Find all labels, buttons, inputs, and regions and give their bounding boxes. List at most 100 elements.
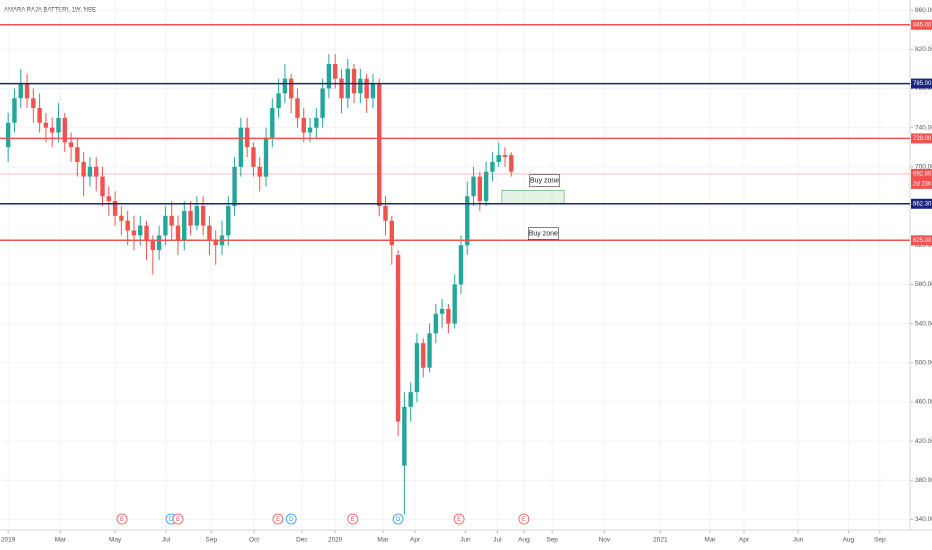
x-tick-label: Mar xyxy=(55,537,67,544)
annotation-text: Buy zone xyxy=(529,230,558,237)
y-tick-label: 700.00 xyxy=(915,164,932,171)
event-label: E xyxy=(276,517,280,523)
candle-body xyxy=(465,196,470,246)
candle-body xyxy=(119,215,124,221)
level-label: 845.00 xyxy=(913,22,932,28)
candle-body xyxy=(414,343,420,393)
x-tick-label: Jun xyxy=(460,537,471,544)
candle-body xyxy=(226,206,231,236)
x-tick-label: Jun xyxy=(793,537,804,544)
candle-body xyxy=(87,166,93,177)
level-label: 662.30 xyxy=(913,201,932,207)
candle-body xyxy=(49,127,55,133)
candle-body xyxy=(62,117,67,143)
event-marker xyxy=(347,513,359,525)
x-tick-label: Sep xyxy=(874,537,886,544)
event-marker xyxy=(272,513,284,525)
candle-body xyxy=(251,147,256,167)
y-tick-label: 820.00 xyxy=(915,46,932,53)
x-tick-label: Sep xyxy=(206,537,218,544)
candle-body xyxy=(125,220,130,231)
axes: 860.00820.00780.00740.00700.00660.00620.… xyxy=(1,7,932,544)
x-tick-label: Mar xyxy=(377,537,389,544)
candle-body xyxy=(207,225,212,241)
countdown-label: 2d 23h xyxy=(913,181,931,187)
event-marker xyxy=(518,513,530,525)
x-tick-label: Aug xyxy=(518,537,530,544)
event-label: E xyxy=(522,517,526,523)
candle-body xyxy=(477,176,483,202)
candle-body xyxy=(144,225,149,241)
candle-body xyxy=(270,108,275,138)
annotation-box xyxy=(528,227,559,240)
event-marker xyxy=(453,513,465,525)
candle-body xyxy=(75,147,80,162)
annotation-text: Buy zone xyxy=(530,177,559,184)
event-label: E xyxy=(176,517,180,523)
y-tick-label: 780.00 xyxy=(915,85,932,92)
level-label: 625.00 xyxy=(913,238,932,244)
candle-body xyxy=(326,63,332,89)
candle-body xyxy=(150,240,156,251)
candle-body xyxy=(18,83,23,99)
candle-body xyxy=(427,333,432,368)
y-tick-label: 380.00 xyxy=(915,477,932,484)
candle-body xyxy=(452,284,457,324)
candle-body xyxy=(314,117,319,128)
candle-body xyxy=(163,215,168,236)
candle-body xyxy=(37,108,42,123)
candle-body xyxy=(24,83,30,99)
y-tick-label: 620.00 xyxy=(915,242,932,249)
x-tick-label: Apr xyxy=(739,537,750,544)
candle-body xyxy=(433,313,439,334)
candle-body xyxy=(131,230,137,236)
event-label: E xyxy=(351,517,355,523)
candle-body xyxy=(377,83,382,207)
level-label: 729.00 xyxy=(913,136,932,142)
candle-body xyxy=(232,166,237,207)
x-tick-label: Jul xyxy=(162,537,171,544)
candle-body xyxy=(351,68,357,94)
event-marker xyxy=(285,513,297,525)
candle-body xyxy=(213,240,218,246)
event-label: D xyxy=(169,517,174,523)
candle-body xyxy=(56,117,61,133)
candle-body xyxy=(112,201,118,216)
candle-body xyxy=(301,117,306,133)
event-marker xyxy=(392,513,404,525)
candle-body xyxy=(106,196,111,202)
candle-body xyxy=(12,98,17,123)
candle-body xyxy=(194,206,200,226)
level-badge xyxy=(911,133,932,144)
buy-zone xyxy=(501,190,565,205)
candle-body xyxy=(509,155,514,172)
candle-body xyxy=(408,392,413,407)
event-label: D xyxy=(289,517,294,523)
candle-body xyxy=(307,127,313,133)
level-badge xyxy=(911,78,932,89)
level-badge xyxy=(911,198,932,209)
candle-body xyxy=(402,406,407,466)
candle-body xyxy=(257,166,262,177)
x-tick-label: 2020 xyxy=(328,537,343,544)
candle-body xyxy=(43,122,49,128)
y-tick-label: 740.00 xyxy=(915,124,932,131)
x-tick-label: Jul xyxy=(493,537,502,544)
y-tick-label: 860.00 xyxy=(915,7,932,14)
candle-body xyxy=(94,166,99,177)
candle-body xyxy=(156,235,162,251)
last-price-badge xyxy=(911,168,932,189)
x-tick-label: 2021 xyxy=(653,537,668,544)
grid xyxy=(0,0,910,530)
candle-body xyxy=(5,122,11,148)
candle-body xyxy=(395,255,401,422)
candle-body xyxy=(439,308,445,314)
candle-body xyxy=(458,245,464,285)
y-tick-label: 500.00 xyxy=(915,359,932,366)
candle-body xyxy=(100,176,105,197)
candle-body xyxy=(31,98,36,109)
candle-body xyxy=(288,78,294,99)
